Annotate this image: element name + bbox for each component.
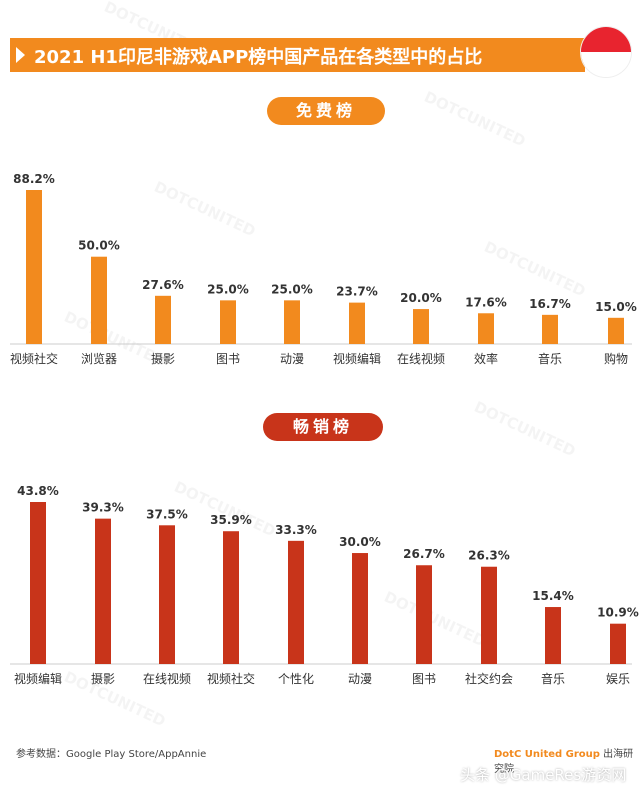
data-label-5: 23.7% (336, 285, 378, 299)
category-label-1: 摄影 (91, 671, 115, 686)
title-arrow-icon (16, 47, 25, 63)
data-label-6: 26.7% (403, 547, 445, 561)
bar-1 (95, 518, 111, 664)
category-label-3: 视频社交 (207, 671, 255, 686)
data-label-8: 16.7% (529, 297, 571, 311)
category-label-0: 视频编辑 (14, 671, 62, 686)
watermark-text: DOTCUNITED (471, 398, 578, 461)
bar-9 (608, 317, 624, 344)
category-label-2: 在线视频 (143, 671, 191, 686)
category-label-8: 音乐 (541, 671, 565, 686)
category-label-5: 动漫 (348, 672, 372, 686)
bar-0 (30, 502, 46, 664)
category-label-9: 娱乐 (606, 672, 630, 686)
bar-8 (542, 314, 558, 344)
bar-6 (413, 309, 429, 344)
category-label-7: 社交约会 (465, 671, 513, 686)
bar-9 (610, 623, 626, 664)
free-chart-title: 免费榜 (267, 97, 385, 125)
category-label-4: 动漫 (280, 352, 304, 366)
data-label-2: 37.5% (146, 507, 188, 521)
data-label-3: 35.9% (210, 513, 252, 527)
title-bar (10, 38, 585, 72)
data-label-9: 15.0% (595, 300, 637, 314)
data-label-7: 26.3% (468, 549, 510, 563)
data-label-3: 25.0% (207, 282, 249, 296)
bar-8 (545, 607, 561, 664)
data-source-note: 参考数据：Google Play Store/AppAnnie (16, 749, 207, 760)
bar-6 (416, 565, 432, 664)
data-label-6: 20.0% (400, 291, 442, 305)
bar-5 (352, 553, 368, 664)
data-label-0: 88.2% (13, 172, 55, 186)
category-label-1: 浏览器 (81, 351, 117, 366)
bar-4 (284, 300, 300, 344)
bar-0 (26, 190, 42, 344)
category-label-7: 效率 (474, 351, 498, 366)
data-label-1: 50.0% (78, 239, 120, 253)
data-label-1: 39.3% (82, 501, 124, 515)
category-label-6: 在线视频 (397, 351, 445, 366)
grossing-chart-title: 畅销榜 (263, 413, 383, 441)
data-label-8: 15.4% (532, 589, 574, 603)
bar-7 (481, 566, 497, 664)
category-label-3: 图书 (216, 352, 240, 366)
category-label-5: 视频编辑 (333, 351, 381, 366)
data-label-5: 30.0% (339, 535, 381, 549)
bar-7 (478, 313, 494, 344)
data-label-4: 33.3% (275, 523, 317, 537)
data-label-7: 17.6% (465, 295, 507, 309)
institute-name: 出海研究院 (494, 749, 634, 775)
bar-5 (349, 302, 365, 344)
category-label-8: 音乐 (538, 351, 562, 366)
data-label-9: 10.9% (597, 606, 639, 620)
page-title: 2021 H1印尼非游戏APP榜中国产品在各类型中的占比 (34, 47, 483, 68)
bar-2 (155, 295, 171, 344)
bar-1 (91, 256, 107, 344)
bar-3 (220, 300, 236, 344)
category-label-4: 个性化 (278, 672, 314, 686)
platform-credit: 头条 @GameRes游资网 (460, 766, 627, 784)
category-label-6: 图书 (412, 672, 436, 686)
data-label-4: 25.0% (271, 282, 313, 296)
category-label-2: 摄影 (151, 351, 175, 366)
category-label-0: 视频社交 (10, 351, 58, 366)
grossing-ranking-bar-chart: 43.8% 视频编辑 39.3% 摄影 37.5% 在线视频 35.9% 视频社交 33.3% 个… (10, 484, 639, 686)
bar-4 (288, 540, 304, 664)
brand-credit: DotC United Group 出海研究院 (494, 745, 640, 775)
bar-3 (223, 531, 239, 664)
bar-2 (159, 525, 175, 664)
data-label-2: 27.6% (142, 278, 184, 292)
watermark-text: DOTCUNITED (421, 88, 528, 151)
data-label-0: 43.8% (17, 484, 59, 498)
brand-name: DotC United Group (494, 749, 600, 760)
category-label-9: 购物 (604, 351, 628, 366)
indonesia-flag-icon (580, 26, 632, 78)
free-ranking-bar-chart: 88.2% 视频社交 50.0% 浏览器 27.6% 摄影 25.0% 图书 25.0% 动漫 23… (10, 172, 637, 366)
